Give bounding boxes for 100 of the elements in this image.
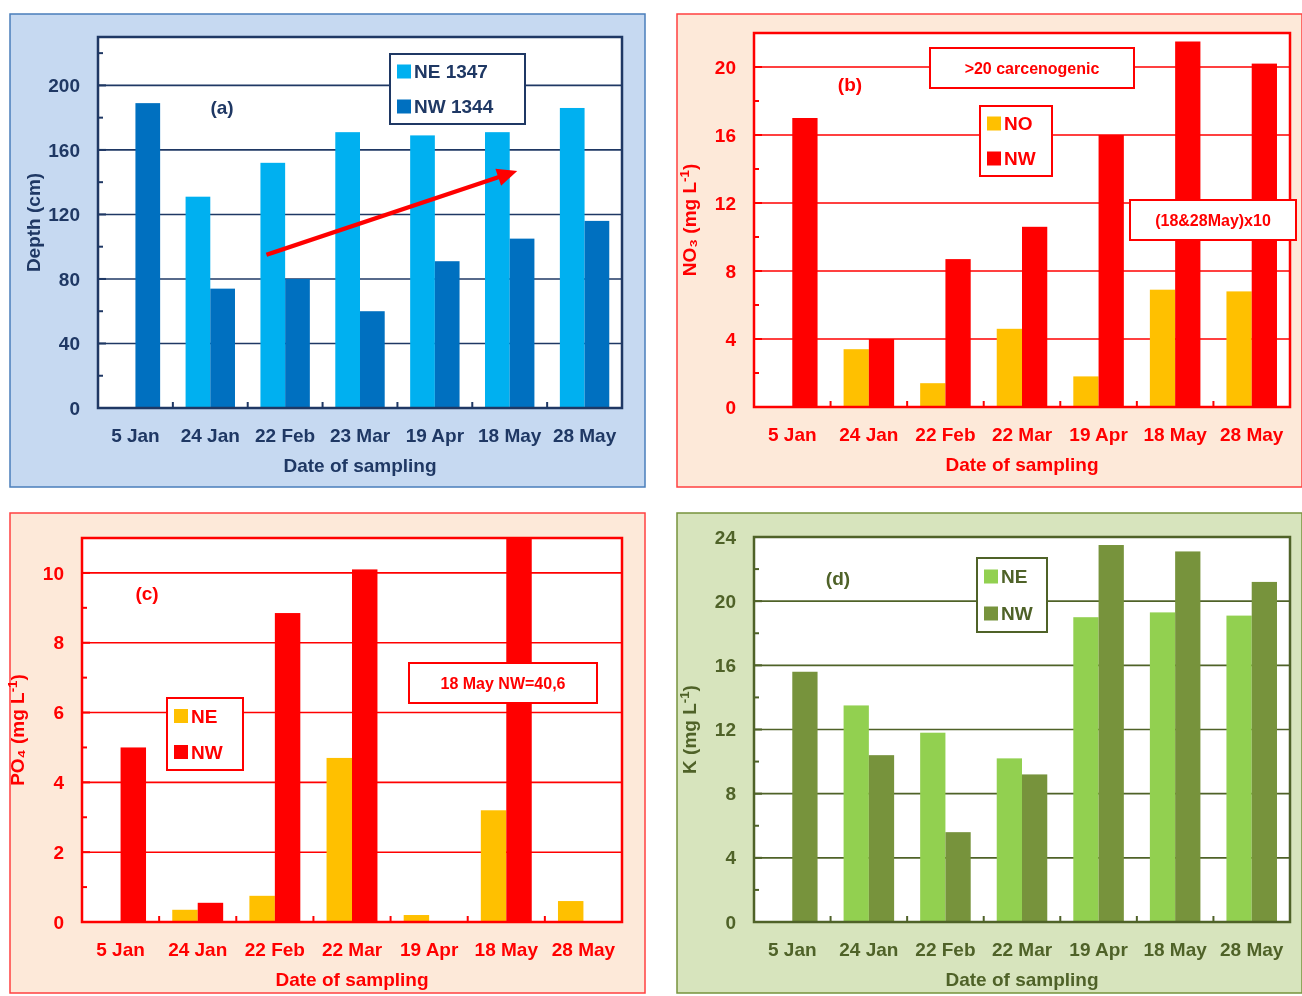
bar [868, 755, 895, 922]
bar [172, 909, 198, 922]
y-tick-label: 8 [53, 632, 64, 654]
bar [360, 311, 385, 408]
x-tick-label: 23 Mar [329, 425, 391, 446]
bar [335, 132, 360, 408]
x-tick-label: 22 Mar [321, 939, 383, 960]
legend-label: NO [1004, 113, 1033, 135]
y-tick-label: 2 [53, 841, 64, 863]
x-tick-label: 19 Apr [1069, 424, 1129, 445]
legend-label: NE 1347 [414, 61, 488, 83]
legend-label: NE [191, 705, 218, 727]
annotation: (d) [825, 567, 851, 589]
bar [559, 107, 585, 408]
annotation: >20 carcenogenic [964, 59, 1100, 77]
bar [1226, 291, 1252, 407]
y-tick-label: 10 [42, 562, 64, 584]
x-axis-title: Date of sampling [945, 969, 1099, 990]
bar [792, 671, 818, 922]
x-tick-label: 22 Feb [915, 424, 976, 445]
x-tick-label: 28 May [1220, 424, 1284, 445]
bar [135, 103, 161, 408]
y-tick-label: 8 [725, 260, 736, 282]
note-box: >20 carcenogenic [929, 47, 1135, 89]
bar [1251, 581, 1277, 922]
bar [996, 328, 1022, 407]
bar [1149, 612, 1176, 922]
x-tick-label: 28 May [552, 425, 617, 446]
y-tick-label: 4 [53, 772, 65, 794]
y-tick-label: 0 [725, 396, 736, 418]
x-axis-title: Date of sampling [283, 455, 437, 476]
x-tick-label: 18 May [474, 939, 539, 960]
x-tick-label: 22 Mar [991, 424, 1053, 445]
y-tick-label: 20 [714, 56, 736, 78]
y-tick-label: 6 [53, 702, 64, 724]
bar [1149, 289, 1176, 407]
x-tick-label: 19 Apr [399, 939, 459, 960]
x-tick-label: 28 May [1220, 939, 1284, 960]
bar [843, 705, 869, 922]
y-tick-label: 120 [48, 204, 80, 226]
y-tick-label: 40 [58, 333, 80, 355]
bar [1098, 545, 1124, 922]
x-tick-label: 19 Apr [405, 425, 465, 446]
bar [434, 261, 460, 408]
legend-label: NW [1004, 148, 1036, 170]
x-tick-label: 22 Feb [244, 939, 305, 960]
y-tick-label: 8 [725, 783, 736, 805]
x-tick-label: 24 Jan [839, 424, 899, 445]
x-tick-label: 24 Jan [839, 939, 899, 960]
x-tick-label: 18 May [1143, 939, 1208, 960]
bar [920, 383, 946, 407]
y-tick-label: 0 [53, 911, 64, 933]
y-tick-label: 24 [714, 526, 737, 548]
bar [249, 895, 275, 922]
y-tick-label: 4 [725, 847, 737, 869]
bar [210, 288, 235, 408]
bar [920, 732, 946, 922]
x-tick-label: 22 Mar [991, 939, 1053, 960]
y-tick-label: 12 [714, 719, 736, 741]
y-tick-label: 12 [714, 192, 736, 214]
bar [1022, 774, 1048, 922]
x-tick-label: 24 Jan [180, 425, 240, 446]
bar [480, 810, 507, 922]
y-tick-label: 16 [714, 654, 736, 676]
y-tick-label: 16 [714, 124, 736, 146]
y-tick-label: 160 [48, 139, 80, 161]
x-tick-label: 5 Jan [767, 424, 817, 445]
legend-label: NE [1001, 566, 1028, 588]
bar [557, 901, 584, 922]
legend-label: NW [191, 741, 223, 763]
x-tick-label: 5 Jan [767, 939, 817, 960]
legend-label: NW 1344 [414, 96, 494, 118]
x-tick-label: 28 May [551, 939, 616, 960]
x-tick-label: 18 May [1143, 424, 1208, 445]
bar [285, 278, 310, 408]
bar [260, 162, 286, 408]
annotation: (b) [837, 73, 863, 95]
annotation: 18 May NW=40,6 [440, 674, 566, 692]
bar [1226, 615, 1252, 922]
x-axis-title: Date of sampling [945, 454, 1099, 475]
annotation: (18&28May)x10 [1155, 211, 1271, 229]
bar [843, 349, 869, 407]
bar [1073, 617, 1099, 922]
y-tick-label: 20 [714, 590, 736, 612]
bar [584, 220, 610, 408]
x-tick-label: 5 Jan [111, 425, 160, 446]
y-axis-title: Depth (cm) [23, 172, 44, 273]
bar [485, 132, 510, 408]
x-tick-label: 18 May [478, 425, 542, 446]
y-tick-label: 200 [48, 75, 80, 97]
bar [410, 135, 435, 408]
x-axis-title: Date of sampling [275, 969, 429, 990]
annotation: (a) [210, 96, 234, 118]
annotation: (c) [135, 582, 159, 604]
y-tick-label: 0 [69, 397, 80, 419]
note-box: (18&28May)x10 [1129, 199, 1297, 241]
note-box: 18 May NW=40,6 [408, 662, 598, 704]
x-tick-label: 5 Jan [96, 939, 145, 960]
bar [509, 238, 535, 408]
x-tick-label: 19 Apr [1069, 939, 1129, 960]
